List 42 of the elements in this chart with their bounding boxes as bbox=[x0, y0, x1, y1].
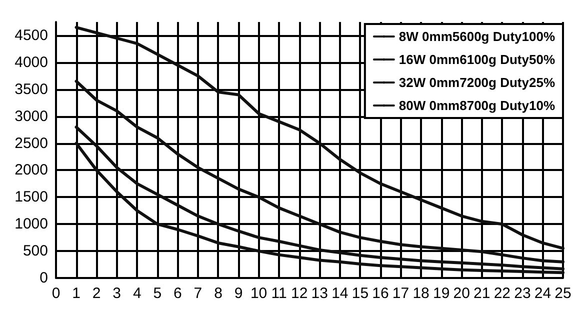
line-series bbox=[74, 80, 564, 264]
y-tick-label: 4500 bbox=[14, 26, 48, 44]
x-tick-label: 14 bbox=[332, 285, 348, 302]
y-tick-label: 1000 bbox=[14, 216, 48, 233]
x-tick-label: 6 bbox=[174, 285, 182, 302]
x-tick-label: 20 bbox=[453, 285, 470, 302]
x-tick-label: 12 bbox=[291, 285, 308, 302]
y-tick-label: 4000 bbox=[14, 54, 48, 71]
x-tick-label: 5 bbox=[153, 285, 162, 302]
x-tick-label: 3 bbox=[112, 285, 122, 302]
x-tick-label: 22 bbox=[494, 285, 511, 302]
y-tick-label: 0 bbox=[40, 270, 48, 286]
x-tick-label: 21 bbox=[474, 285, 490, 302]
x-tick-label: 23 bbox=[514, 285, 531, 302]
x-tick-label: 10 bbox=[250, 285, 268, 302]
legend-label: 16W 0mm6100g Duty50% bbox=[398, 52, 556, 67]
x-tick-label: 1 bbox=[72, 285, 80, 302]
x-tick-label: 17 bbox=[392, 285, 410, 302]
y-tick-label: 3500 bbox=[14, 80, 48, 98]
x-tick-label: 19 bbox=[432, 285, 450, 302]
x-tick-label: 13 bbox=[311, 285, 328, 302]
x-tick-label: 9 bbox=[234, 285, 243, 302]
line-series bbox=[74, 26, 564, 250]
legend-label: 32W 0mm7200g Duty25% bbox=[398, 75, 556, 90]
y-tick-label: 500 bbox=[22, 242, 48, 260]
x-tick-label: 0 bbox=[52, 285, 60, 302]
y-tick-label: 3000 bbox=[14, 108, 48, 125]
x-tick-label: 24 bbox=[534, 285, 552, 302]
x-tick-label: 18 bbox=[412, 285, 430, 302]
y-tick-label: 1500 bbox=[14, 188, 48, 206]
x-tick-label: 2 bbox=[92, 285, 101, 302]
x-tick-label: 11 bbox=[271, 285, 287, 302]
x-tick-label: 15 bbox=[352, 285, 369, 302]
y-tick-label: 2000 bbox=[14, 162, 48, 179]
legend-label: 80W 0mm8700g Duty10% bbox=[398, 98, 556, 113]
x-tick-label: 4 bbox=[132, 285, 142, 302]
x-tick-label: 25 bbox=[554, 285, 572, 302]
x-tick-label: 16 bbox=[372, 285, 389, 302]
x-tick-label: 7 bbox=[194, 285, 202, 302]
x-tick-label: 8 bbox=[214, 285, 222, 302]
legend-label: 8W 0mm5600g Duty100% bbox=[398, 29, 556, 44]
y-tick-label: 2500 bbox=[14, 134, 48, 152]
